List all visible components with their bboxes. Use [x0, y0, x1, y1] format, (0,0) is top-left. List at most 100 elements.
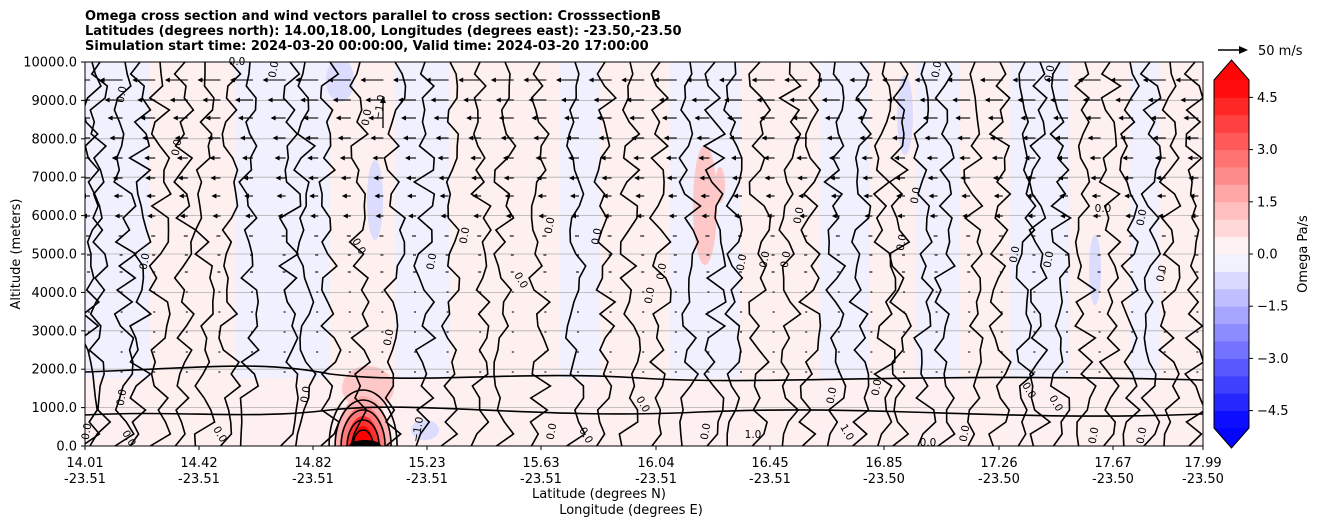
contour-label: 0.0	[1155, 264, 1170, 283]
zero-contour	[848, 62, 872, 446]
wind-vector-head	[370, 135, 376, 141]
y-tick-label: 10000.0	[23, 56, 77, 71]
wind-vector-head	[463, 97, 469, 103]
wind-vector-head	[797, 175, 803, 181]
omega-band	[85, 378, 1203, 446]
wind-vector-head	[1012, 77, 1018, 83]
zero-contour	[702, 62, 727, 446]
zero-contour	[648, 62, 672, 446]
wind-vector-head	[696, 135, 702, 141]
wind-vector-head	[137, 97, 143, 103]
wind-vector-head	[197, 77, 203, 83]
ascent-contour-dense	[349, 440, 382, 446]
wind-vector-head	[495, 97, 501, 103]
contour-label: 0.0	[1042, 250, 1057, 269]
wind-vector-head	[111, 155, 117, 161]
wind-vector-head	[1157, 213, 1163, 219]
wind-vector-head	[831, 213, 837, 219]
wind-vector-head	[1155, 175, 1161, 181]
wind-vector-head	[468, 135, 474, 141]
colorbar-tick-label: 3.0	[1257, 143, 1278, 158]
colorbar-label: Omega Pa/s	[1296, 215, 1311, 293]
wind-vector-head	[504, 193, 510, 199]
x-tick-label-lon: -23.50	[1182, 472, 1224, 487]
wind-vector-head	[470, 155, 476, 161]
colorbar-segment	[1214, 219, 1249, 238]
contour-label: −1.0	[410, 416, 426, 443]
wind-vector-head	[490, 77, 496, 83]
wind-vector-head	[1053, 115, 1058, 121]
y-tick-label: 2000.0	[32, 363, 78, 378]
zero-contour	[1049, 62, 1072, 446]
y-tick-label: 7000.0	[32, 171, 78, 186]
wind-vector-head	[1118, 115, 1124, 121]
wind-vector-head	[425, 77, 431, 83]
wind-vector-head	[824, 115, 830, 121]
wind-vector-head	[634, 175, 640, 181]
wind-vector-head	[729, 135, 734, 141]
contour-label: 0.0	[299, 385, 314, 404]
y-tick-label: 1000.0	[32, 401, 78, 416]
wind-vector-head	[505, 213, 511, 219]
colorbar-tick-label: 4.5	[1257, 91, 1278, 106]
wind-vector-head	[1025, 175, 1031, 181]
wind-vector-head	[307, 155, 313, 161]
wind-vector-head	[1082, 97, 1088, 103]
ascent-contour	[328, 389, 398, 446]
wind-vector-head	[635, 193, 641, 199]
wind-vector-head	[300, 97, 306, 103]
wind-vector-head	[960, 175, 966, 181]
wind-vector-head	[1060, 213, 1065, 219]
wind-vector-head	[1123, 175, 1129, 181]
wind-vector-head	[275, 175, 281, 181]
colorbar-segment	[1214, 201, 1249, 220]
zero-contour	[493, 62, 517, 446]
y-tick-label: 5000.0	[32, 248, 78, 263]
x-tick-label-lon: -23.51	[406, 472, 448, 487]
wind-vector-head	[1154, 155, 1160, 161]
wind-vector-head	[1057, 155, 1062, 161]
x-tick-label-lat: 14.42	[180, 456, 217, 471]
wind-vector-head	[987, 115, 993, 121]
wind-vector-head	[1175, 77, 1181, 83]
wind-vector-head	[466, 115, 472, 121]
zero-contour	[798, 62, 822, 446]
x-tick-label-lon: -23.51	[178, 472, 220, 487]
x-tick-label-lat: 17.99	[1184, 456, 1221, 471]
contour-label: 0.0	[543, 216, 558, 235]
wind-vector-head	[1017, 97, 1023, 103]
zero-contour	[988, 62, 1012, 446]
wind-vector-head	[403, 135, 408, 141]
wind-vector-head	[857, 115, 863, 121]
x-tick-label-lat: 14.82	[294, 456, 331, 471]
wind-vector-head	[699, 175, 705, 181]
wind-vector-head	[430, 97, 436, 103]
colorbar-extend-min	[1214, 428, 1249, 448]
wind-vector-head	[104, 97, 110, 103]
zero-contour	[1119, 62, 1142, 446]
wind-vector-head	[569, 175, 574, 181]
wind-vector-head	[924, 135, 930, 141]
wind-vector-head	[564, 115, 569, 121]
vector-key-label: 50 m/s	[1258, 44, 1303, 59]
wind-vector-head	[882, 77, 887, 83]
colorbar-segment	[1214, 132, 1249, 151]
x-tick-label-lon: -23.51	[749, 472, 791, 487]
wind-vector-head	[1020, 115, 1026, 121]
wind-vector-head	[209, 155, 215, 161]
contour-label: 0.0	[425, 252, 440, 271]
wind-vector-head	[700, 193, 706, 199]
zero-contour	[148, 62, 172, 446]
wind-vector-head	[896, 193, 901, 199]
contour-label: 0.0	[170, 138, 185, 157]
colorbar-segment	[1214, 323, 1249, 342]
wind-vector-head	[570, 193, 575, 199]
wind-vector-head	[1120, 135, 1126, 141]
wind-vector-head	[270, 115, 276, 121]
wind-vector-head	[401, 115, 406, 121]
wind-vector-head	[734, 213, 739, 219]
wind-vector-head	[658, 97, 664, 103]
wind-vector-head	[1152, 135, 1158, 141]
vector-key-arrowhead	[1239, 46, 1248, 54]
wind-vector-head	[1077, 77, 1083, 83]
